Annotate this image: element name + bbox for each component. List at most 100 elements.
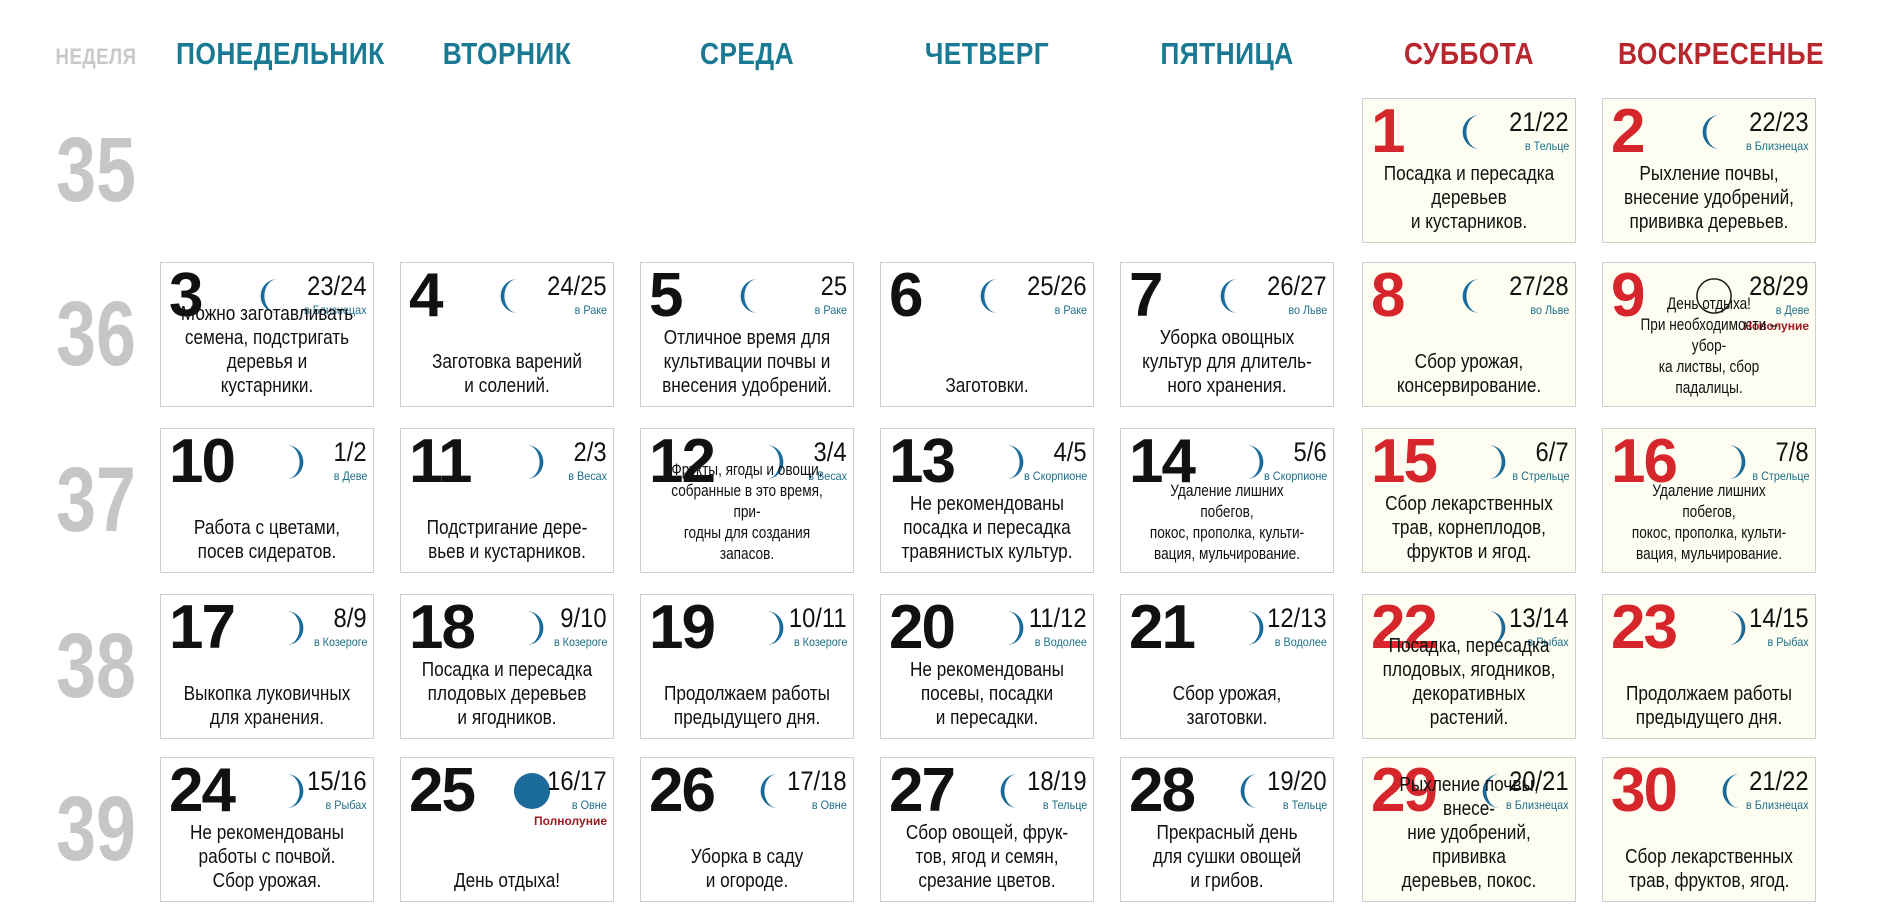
calendar-day-cell[interactable]: 7 26/27 во Льве Уборка овощных культур для …	[1120, 262, 1334, 407]
day-number: 6	[889, 261, 924, 330]
calendar-day-cell[interactable]: 9 28/29 в Деве Новолуние День отдыха! При не…	[1602, 262, 1816, 407]
lunar-day: 9/10	[560, 603, 607, 633]
calendar-day-cell[interactable]: 13 4/5 в Скорпионе Не рекомендованы посадка…	[880, 428, 1094, 573]
day-number: 7	[1129, 261, 1164, 330]
calendar-day-cell[interactable]: 6 25/26 в Раке Заготовки.	[880, 262, 1094, 407]
calendar-day-cell[interactable]: 30 21/22 в Близнецах Сбор лекарственных тра…	[1602, 757, 1816, 902]
day-description: Фрукты, ягоды и овощи, собранные в это в…	[671, 460, 823, 563]
zodiac-sign: в Рыбах	[1767, 635, 1809, 649]
calendar-day-cell[interactable]: 23 14/15 в Рыбах Продолжаем работы предыдущ…	[1602, 594, 1816, 739]
waning-moon-icon	[493, 277, 531, 315]
calendar-day-cell[interactable]: 14 5/6 в Скорпионе Удаление лишних побегов,…	[1120, 428, 1334, 573]
waxing-moon-icon	[1475, 609, 1513, 647]
calendar-day-cell[interactable]: 1 21/22 в Тельце Посадка и пересадка деревь…	[1362, 98, 1576, 243]
lunar-day: 17/18	[787, 766, 847, 796]
calendar-day-cell[interactable]: 21 12/13 в Водолее Сбор урожая, заготовки.	[1120, 594, 1334, 739]
waning-moon-icon	[993, 772, 1031, 810]
zodiac-sign: в Овне	[812, 798, 847, 812]
waxing-moon-icon	[753, 609, 791, 647]
day-number: 4	[409, 261, 444, 330]
week-number: 39	[56, 778, 136, 880]
waning-moon-icon	[1455, 113, 1493, 151]
weekday-header: ВТОРНИК	[442, 36, 572, 71]
lunar-day: 23/24	[307, 271, 367, 301]
day-number: 29	[1371, 756, 1438, 825]
zodiac-sign: в Весах	[568, 469, 607, 483]
calendar-day-cell[interactable]: 10 1/2 в Деве Работа с цветами, посев сидер…	[160, 428, 374, 573]
waxing-moon-icon	[513, 443, 551, 481]
day-number: 9	[1611, 261, 1646, 330]
week-number: 35	[56, 119, 136, 221]
calendar-day-cell[interactable]: 18 9/10 в Козероге Посадка и пересадка плод…	[400, 594, 614, 739]
calendar-day-cell[interactable]: 16 7/8 в Стрельце Удаление лишних побегов, …	[1602, 428, 1816, 573]
zodiac-sign: в Рыбах	[1527, 635, 1569, 649]
lunar-day: 1/2	[333, 437, 367, 467]
lunar-day: 4/5	[1053, 437, 1087, 467]
waxing-moon-icon	[1475, 443, 1513, 481]
lunar-day: 12/13	[1267, 603, 1327, 633]
calendar-day-cell[interactable]: 22 13/14 в Рыбах Посадка, пересадка плодовы…	[1362, 594, 1576, 739]
waning-moon-icon	[1715, 772, 1753, 810]
zodiac-sign: в Рыбах	[325, 798, 367, 812]
day-number: 28	[1129, 756, 1196, 825]
day-number: 15	[1371, 427, 1438, 496]
day-description: Подстригание дере- вьев и кустарников.	[426, 517, 588, 563]
calendar-day-cell[interactable]: 20 11/12 в Водолее Не рекомендованы посевы,…	[880, 594, 1094, 739]
day-description: Выкопка луковичных для хранения.	[183, 683, 351, 729]
day-number: 23	[1611, 593, 1678, 662]
calendar-day-cell[interactable]: 11 2/3 в Весах Подстригание дере- вьев и ку…	[400, 428, 614, 573]
waxing-moon-icon	[753, 443, 791, 481]
calendar-day-cell[interactable]: 15 6/7 в Стрельце Сбор лекарственных трав, …	[1362, 428, 1576, 573]
lunar-day: 11/12	[1029, 603, 1087, 633]
day-description: Не рекомендованы посадка и пересадка тра…	[901, 493, 1073, 563]
waning-moon-icon	[253, 277, 291, 315]
calendar-day-cell[interactable]: 3 23/24 в Близнецах Можно заготавливать сем…	[160, 262, 374, 407]
day-description: Посадка, пересадка плодовых, ягодников, …	[1382, 635, 1556, 729]
calendar-day-cell[interactable]: 28 19/20 в Тельце Прекрасный день для сушки…	[1120, 757, 1334, 902]
calendar-day-cell[interactable]: 29 20/21 в Близнецах Рыхление почвы, внесе-…	[1362, 757, 1576, 902]
lunar-day: 22/23	[1749, 107, 1809, 137]
lunar-day: 27/28	[1509, 271, 1569, 301]
calendar-day-cell[interactable]: 5 25 в Раке Отличное время для культивации …	[640, 262, 854, 407]
calendar-day-cell[interactable]: 8 27/28 во Льве Сбор урожая, консервировани…	[1362, 262, 1576, 407]
day-number: 25	[409, 756, 476, 825]
calendar-day-cell[interactable]: 24 15/16 в Рыбах Не рекомендованы работы с …	[160, 757, 374, 902]
waning-moon-icon	[1233, 772, 1271, 810]
lunar-day: 15/16	[307, 766, 367, 796]
waning-moon-icon	[1213, 277, 1251, 315]
zodiac-sign: в Близнецах	[1746, 798, 1809, 812]
waning-moon-icon	[753, 772, 791, 810]
day-description: Рыхление почвы, внесение удобрений, прив…	[1624, 163, 1794, 233]
week-column-header: НЕДЕЛЯ	[55, 44, 137, 69]
week-number: 36	[56, 283, 136, 385]
zodiac-sign: в Тельце	[1042, 798, 1087, 812]
day-number: 2	[1611, 97, 1646, 166]
zodiac-sign: в Раке	[814, 303, 847, 317]
day-description: Сбор овощей, фрук- тов, ягод и семян, ср…	[905, 822, 1069, 892]
calendar-day-cell[interactable]: 25 16/17 в Овне Полнолуние День отдыха!	[400, 757, 614, 902]
weekday-header: ПЯТНИЦА	[1160, 36, 1294, 71]
day-number: 19	[649, 593, 716, 662]
calendar-day-cell[interactable]: 2 22/23 в Близнецах Рыхление почвы, внесени…	[1602, 98, 1816, 243]
waning-moon-icon	[1475, 772, 1513, 810]
waxing-moon-icon	[273, 772, 311, 810]
lunar-day: 26/27	[1267, 271, 1327, 301]
day-description: Продолжаем работы предыдущего дня.	[1625, 683, 1793, 729]
zodiac-sign: в Водолее	[1274, 635, 1327, 649]
weekday-header: СРЕДА	[699, 36, 795, 71]
lunar-day: 16/17	[547, 766, 607, 796]
calendar-day-cell[interactable]: 26 17/18 в Овне Уборка в саду и огороде.	[640, 757, 854, 902]
calendar-day-cell[interactable]: 27 18/19 в Тельце Сбор овощей, фрук- тов, я…	[880, 757, 1094, 902]
lunar-day: 20/21	[1509, 766, 1569, 796]
day-description: Можно заготавливать семена, подстригать …	[180, 303, 354, 397]
calendar-day-cell[interactable]: 17 8/9 в Козероге Выкопка луковичных для хр…	[160, 594, 374, 739]
calendar-day-cell[interactable]: 4 24/25 в Раке Заготовка варений и солений.	[400, 262, 614, 407]
waning-moon-icon	[1695, 113, 1733, 151]
calendar-day-cell[interactable]: 12 3/4 в Весах Фрукты, ягоды и овощи, собра…	[640, 428, 854, 573]
calendar-day-cell[interactable]: 19 10/11 в Козероге Продолжаем работы преды…	[640, 594, 854, 739]
day-number: 18	[409, 593, 476, 662]
zodiac-sign: в Раке	[574, 303, 607, 317]
zodiac-sign: в Козероге	[553, 635, 607, 649]
day-description: Продолжаем работы предыдущего дня.	[663, 683, 831, 729]
zodiac-sign: в Водолее	[1034, 635, 1087, 649]
